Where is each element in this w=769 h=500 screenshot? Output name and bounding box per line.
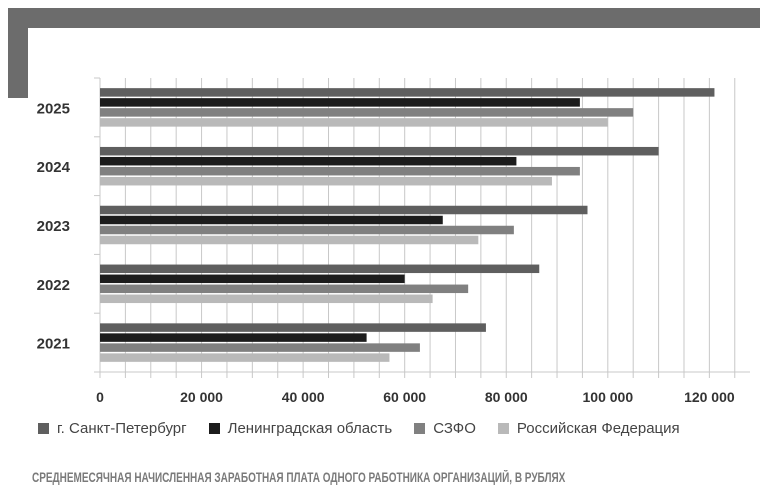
x-tick-label: 40 000 <box>282 389 325 405</box>
bar-chart: 0 20 000 40 000 60 000 80 000 100 000 120 000 2… <box>37 77 750 405</box>
bar <box>100 88 715 97</box>
bar <box>100 323 486 332</box>
legend-swatch <box>497 423 509 434</box>
legend-item: Российская Федерация <box>497 420 680 437</box>
bar <box>100 118 608 127</box>
category-label: 2022 <box>37 277 70 294</box>
bar <box>100 176 552 186</box>
bar <box>100 108 634 117</box>
category-label: 2024 <box>37 159 71 176</box>
legend-swatch <box>414 423 426 434</box>
chart-legend: г. Санкт-Петербург Ленинградская область С… <box>38 420 680 437</box>
category-label: 2023 <box>37 218 70 235</box>
x-tick-label: 20 000 <box>180 389 223 405</box>
x-tick-label: 0 <box>96 389 104 405</box>
legend-swatch <box>38 423 49 434</box>
legend-item: Ленинградская область <box>208 420 393 437</box>
x-tick-label: 120 000 <box>684 389 735 405</box>
bar <box>100 215 443 225</box>
legend-swatch <box>208 423 220 434</box>
bar <box>100 284 469 294</box>
top-decor-bar <box>8 8 760 28</box>
chart-title: СРЕДНЕМЕСЯЧНАЯ НАЧИСЛЕННАЯ ЗАРАБОТНАЯ ПЛ… <box>32 470 566 485</box>
category-label: 2021 <box>37 336 70 353</box>
bar <box>100 166 580 176</box>
bar <box>100 343 420 352</box>
legend-item: г. Санкт-Петербург <box>38 420 187 437</box>
legend-label: Ленинградская область <box>227 420 393 437</box>
legend-label: Российская Федерация <box>516 420 680 437</box>
legend-label: СЗФО <box>433 420 476 437</box>
bars-layer <box>100 88 715 362</box>
side-decor-bar <box>8 8 28 98</box>
labels-layer: 0 20 000 40 000 60 000 80 000 100 000 120 000 2… <box>37 100 735 405</box>
bar <box>100 294 433 304</box>
bar <box>100 333 367 342</box>
bar <box>100 156 517 166</box>
category-label: 2025 <box>37 100 70 117</box>
bar <box>100 205 588 215</box>
legend-item: СЗФО <box>414 420 476 437</box>
legend-label: г. Санкт-Петербург <box>57 420 187 437</box>
x-tick-label: 80 000 <box>485 389 528 405</box>
bar <box>100 98 580 107</box>
bar <box>100 274 405 284</box>
x-tick-label: 100 000 <box>583 389 634 405</box>
bar <box>100 146 659 156</box>
x-tick-label: 60 000 <box>383 389 426 405</box>
bar <box>100 353 390 362</box>
bar <box>100 264 540 274</box>
bar <box>100 235 479 245</box>
bar <box>100 225 514 235</box>
grid-layer <box>94 77 750 378</box>
